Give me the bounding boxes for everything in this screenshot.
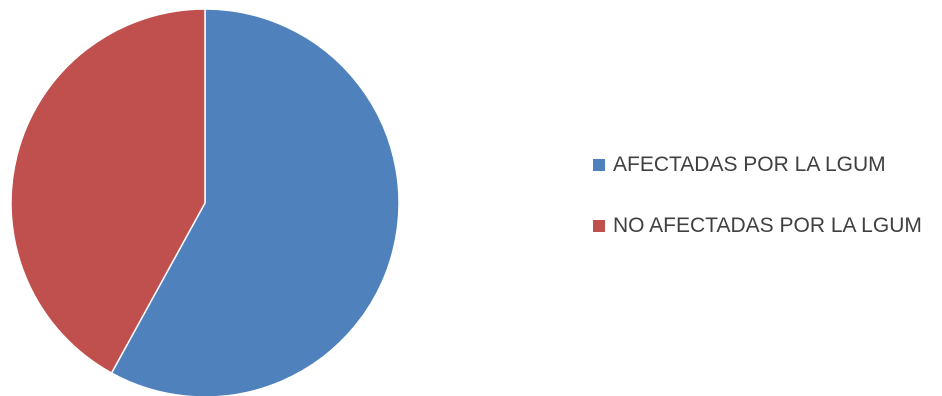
legend: AFECTADAS POR LA LGUM NO AFECTADAS POR L… <box>593 150 938 241</box>
pie-slice-afectadas <box>110 8 400 396</box>
pie-slice-no-afectadas <box>10 8 206 374</box>
legend-swatch-afectadas <box>593 159 605 171</box>
legend-swatch-no-afectadas <box>593 220 605 232</box>
legend-label-afectadas: AFECTADAS POR LA LGUM <box>613 153 886 176</box>
legend-label-no-afectadas: NO AFECTADAS POR LA LGUM <box>613 214 922 237</box>
legend-item-no-afectadas: NO AFECTADAS POR LA LGUM <box>593 211 938 241</box>
pie-plot <box>10 8 400 396</box>
legend-item-afectadas: AFECTADAS POR LA LGUM <box>593 150 938 180</box>
